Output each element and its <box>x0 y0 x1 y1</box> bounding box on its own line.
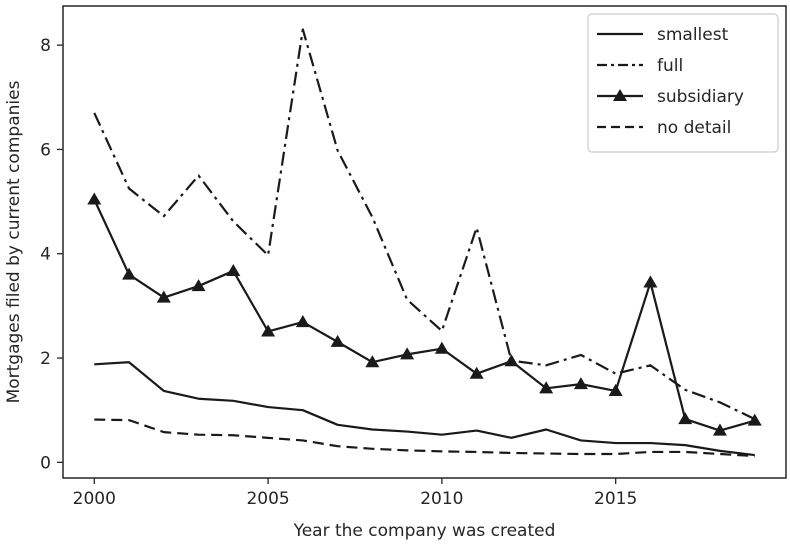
line-smallest <box>94 361 755 457</box>
point-subsidiary-2005 <box>261 324 276 337</box>
x-axis-label: Year the company was created <box>293 521 556 541</box>
legend-box <box>587 13 779 153</box>
y-tick-label: 6 <box>40 140 51 160</box>
x-tick-label: 2015 <box>594 489 637 509</box>
point-subsidiary-2014 <box>573 377 588 390</box>
x-tick-label: 2010 <box>420 489 463 509</box>
point-subsidiary-2015 <box>608 383 623 396</box>
point-subsidiary-2016 <box>643 275 658 288</box>
y-axis-label: Mortgages filed by current companies <box>4 80 24 403</box>
line-subsidiary <box>93 199 756 432</box>
series-full <box>93 28 756 421</box>
point-subsidiary-2013 <box>539 381 554 394</box>
series-layer <box>87 28 762 458</box>
legend-label-subsidiary: subsidiary <box>657 87 744 107</box>
y-tick-label: 8 <box>40 36 51 56</box>
y-tick-label: 2 <box>40 349 51 369</box>
legend-label-smallest: smallest <box>657 25 729 45</box>
legend-label-full: full <box>657 56 683 76</box>
point-subsidiary-2001 <box>122 267 137 280</box>
point-subsidiary-2002 <box>156 290 171 303</box>
ticks-layer: 2000 2005 2010 2015 0 2 4 6 8 <box>40 36 637 509</box>
axes-layer <box>62 5 787 479</box>
point-subsidiary-2004 <box>226 263 241 276</box>
point-subsidiary-2003 <box>191 279 206 292</box>
point-subsidiary-2012 <box>504 354 519 367</box>
x-tick-label: 2005 <box>246 489 289 509</box>
legend: smallest full subsidiary no detail <box>587 13 779 153</box>
point-subsidiary-2000 <box>87 192 102 205</box>
x-tick-label: 2000 <box>73 489 116 509</box>
axes-frame <box>62 5 787 479</box>
series-smallest <box>94 361 755 457</box>
legend-label-no-detail: no detail <box>657 118 731 138</box>
line-full <box>93 28 756 421</box>
point-subsidiary-2009 <box>400 347 415 360</box>
point-subsidiary-2018 <box>712 423 727 436</box>
series-subsidiary <box>87 192 762 436</box>
point-subsidiary-2017 <box>678 412 693 425</box>
point-subsidiary-2010 <box>434 341 449 354</box>
point-subsidiary-2019 <box>747 413 762 426</box>
point-subsidiary-2011 <box>469 366 484 379</box>
legend-marker-subsidiary <box>613 89 627 102</box>
line-no-detail <box>94 418 755 458</box>
series-no-detail <box>94 418 755 458</box>
point-subsidiary-2006 <box>295 315 310 328</box>
y-tick-label: 4 <box>40 245 51 265</box>
y-tick-label: 0 <box>40 453 51 473</box>
point-subsidiary-2007 <box>330 334 345 347</box>
point-subsidiary-2008 <box>365 355 380 368</box>
